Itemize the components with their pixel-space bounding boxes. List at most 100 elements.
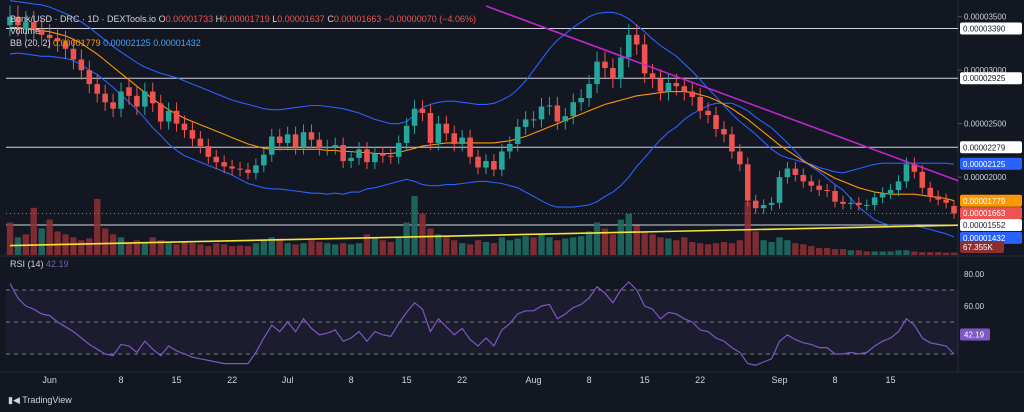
volume-bar [562, 238, 569, 255]
candle-body [94, 84, 101, 94]
volume-bar [903, 250, 910, 255]
volume-bar [419, 213, 426, 255]
candle-body [649, 73, 656, 79]
volume-bar [570, 237, 577, 255]
candle-body [610, 68, 616, 79]
bb-basis-value: 0.00001779 [53, 38, 101, 48]
time-tick-label: 15 [172, 375, 182, 385]
volume-bar [744, 201, 751, 255]
candle-body [570, 102, 577, 117]
candle-body [879, 193, 886, 198]
bb-basis-line [10, 26, 955, 202]
volume-bar [657, 237, 664, 255]
volume-bar [609, 234, 617, 255]
volume-bar [125, 243, 133, 255]
volume-bar [689, 242, 696, 255]
support-trendline [9, 224, 959, 247]
candle-body [181, 123, 188, 131]
volume-bar [363, 234, 371, 255]
candle-body [943, 199, 949, 203]
candle-body [483, 161, 489, 168]
volume-badge [960, 241, 1004, 253]
candle-body [411, 108, 418, 126]
volume-bar [78, 240, 85, 255]
ohlc-legend: Bonk/USD · DRC · 1D · DEXTools.io O0.000… [10, 14, 476, 24]
bb-label: BB (20, 2) [10, 38, 51, 48]
candle-body [451, 133, 458, 144]
volume-bar [109, 234, 117, 255]
volume-bar [101, 228, 109, 255]
candle-body [856, 202, 862, 205]
volume-bar [942, 252, 950, 255]
candle-body [340, 145, 346, 162]
candle-body [142, 91, 148, 107]
candle-body [641, 44, 648, 74]
candle-body [110, 102, 116, 109]
volume-bar [855, 250, 863, 255]
candle-body [737, 151, 743, 165]
candle-body [189, 130, 196, 139]
time-tick-label: 15 [886, 375, 896, 385]
volume-bar [284, 243, 291, 255]
candle-body [380, 153, 386, 156]
bb-upper-line [9, 0, 955, 174]
candle-body [792, 168, 799, 175]
candle-body [927, 187, 934, 197]
volume-bar [228, 246, 236, 255]
candle-body [752, 200, 759, 209]
candle-body [427, 112, 434, 143]
volume-bar [506, 240, 513, 255]
volume-bar [276, 238, 283, 255]
price-tick-label: 0.00003000 [964, 66, 1007, 75]
level-label-bg [960, 141, 1022, 154]
volume-label: Volume [10, 26, 41, 36]
candle-body [245, 169, 251, 173]
tradingview-logo: ▮◀ TradingView [8, 395, 72, 405]
time-tick-label: 8 [833, 375, 838, 385]
candle-body [602, 61, 608, 69]
candle-body [594, 61, 600, 85]
volume-bar [919, 252, 926, 255]
volume-bar [490, 243, 498, 255]
candle-body [134, 95, 140, 107]
resistance-trendline [485, 5, 959, 182]
time-tick-label: 22 [227, 375, 237, 385]
volume-bar [522, 236, 529, 255]
candle-body [197, 138, 204, 147]
price-badge [960, 157, 1022, 170]
volume-bar [379, 240, 387, 255]
time-tick-label: Aug [526, 375, 542, 385]
candle-body [30, 22, 37, 30]
candle-body [721, 129, 727, 135]
volume-bar [585, 231, 593, 255]
candle-body [395, 142, 402, 157]
volume-legend: Volume [10, 26, 40, 37]
candle-body [840, 201, 846, 204]
volume-bar [704, 244, 712, 255]
volume-bar [712, 243, 720, 255]
open-value: 0.00001733 [165, 14, 214, 24]
time-tick-label: 15 [402, 375, 412, 385]
candle-body [229, 166, 235, 169]
candle-body [514, 126, 521, 144]
level-label: 0.00002279 [963, 143, 1006, 152]
level-label-bg [960, 72, 1022, 85]
candle-body [554, 105, 561, 122]
volume-bar [117, 237, 125, 255]
price-badge [960, 194, 1022, 207]
candle-body [165, 110, 172, 122]
time-tick-label: 22 [457, 375, 467, 385]
volume-bar [593, 222, 601, 255]
volume-bar [641, 231, 648, 255]
volume-bar [752, 231, 759, 255]
volume-bar [498, 237, 506, 255]
volume-bar [395, 237, 402, 255]
low-value: 0.00001637 [277, 14, 325, 24]
candle-body [546, 105, 553, 107]
candle-body [316, 139, 323, 149]
volume-bar [466, 244, 474, 255]
symbol-label: Bonk/USD · DRC · 1D · DEXTools.io [10, 14, 157, 24]
volume-bar [189, 243, 196, 255]
